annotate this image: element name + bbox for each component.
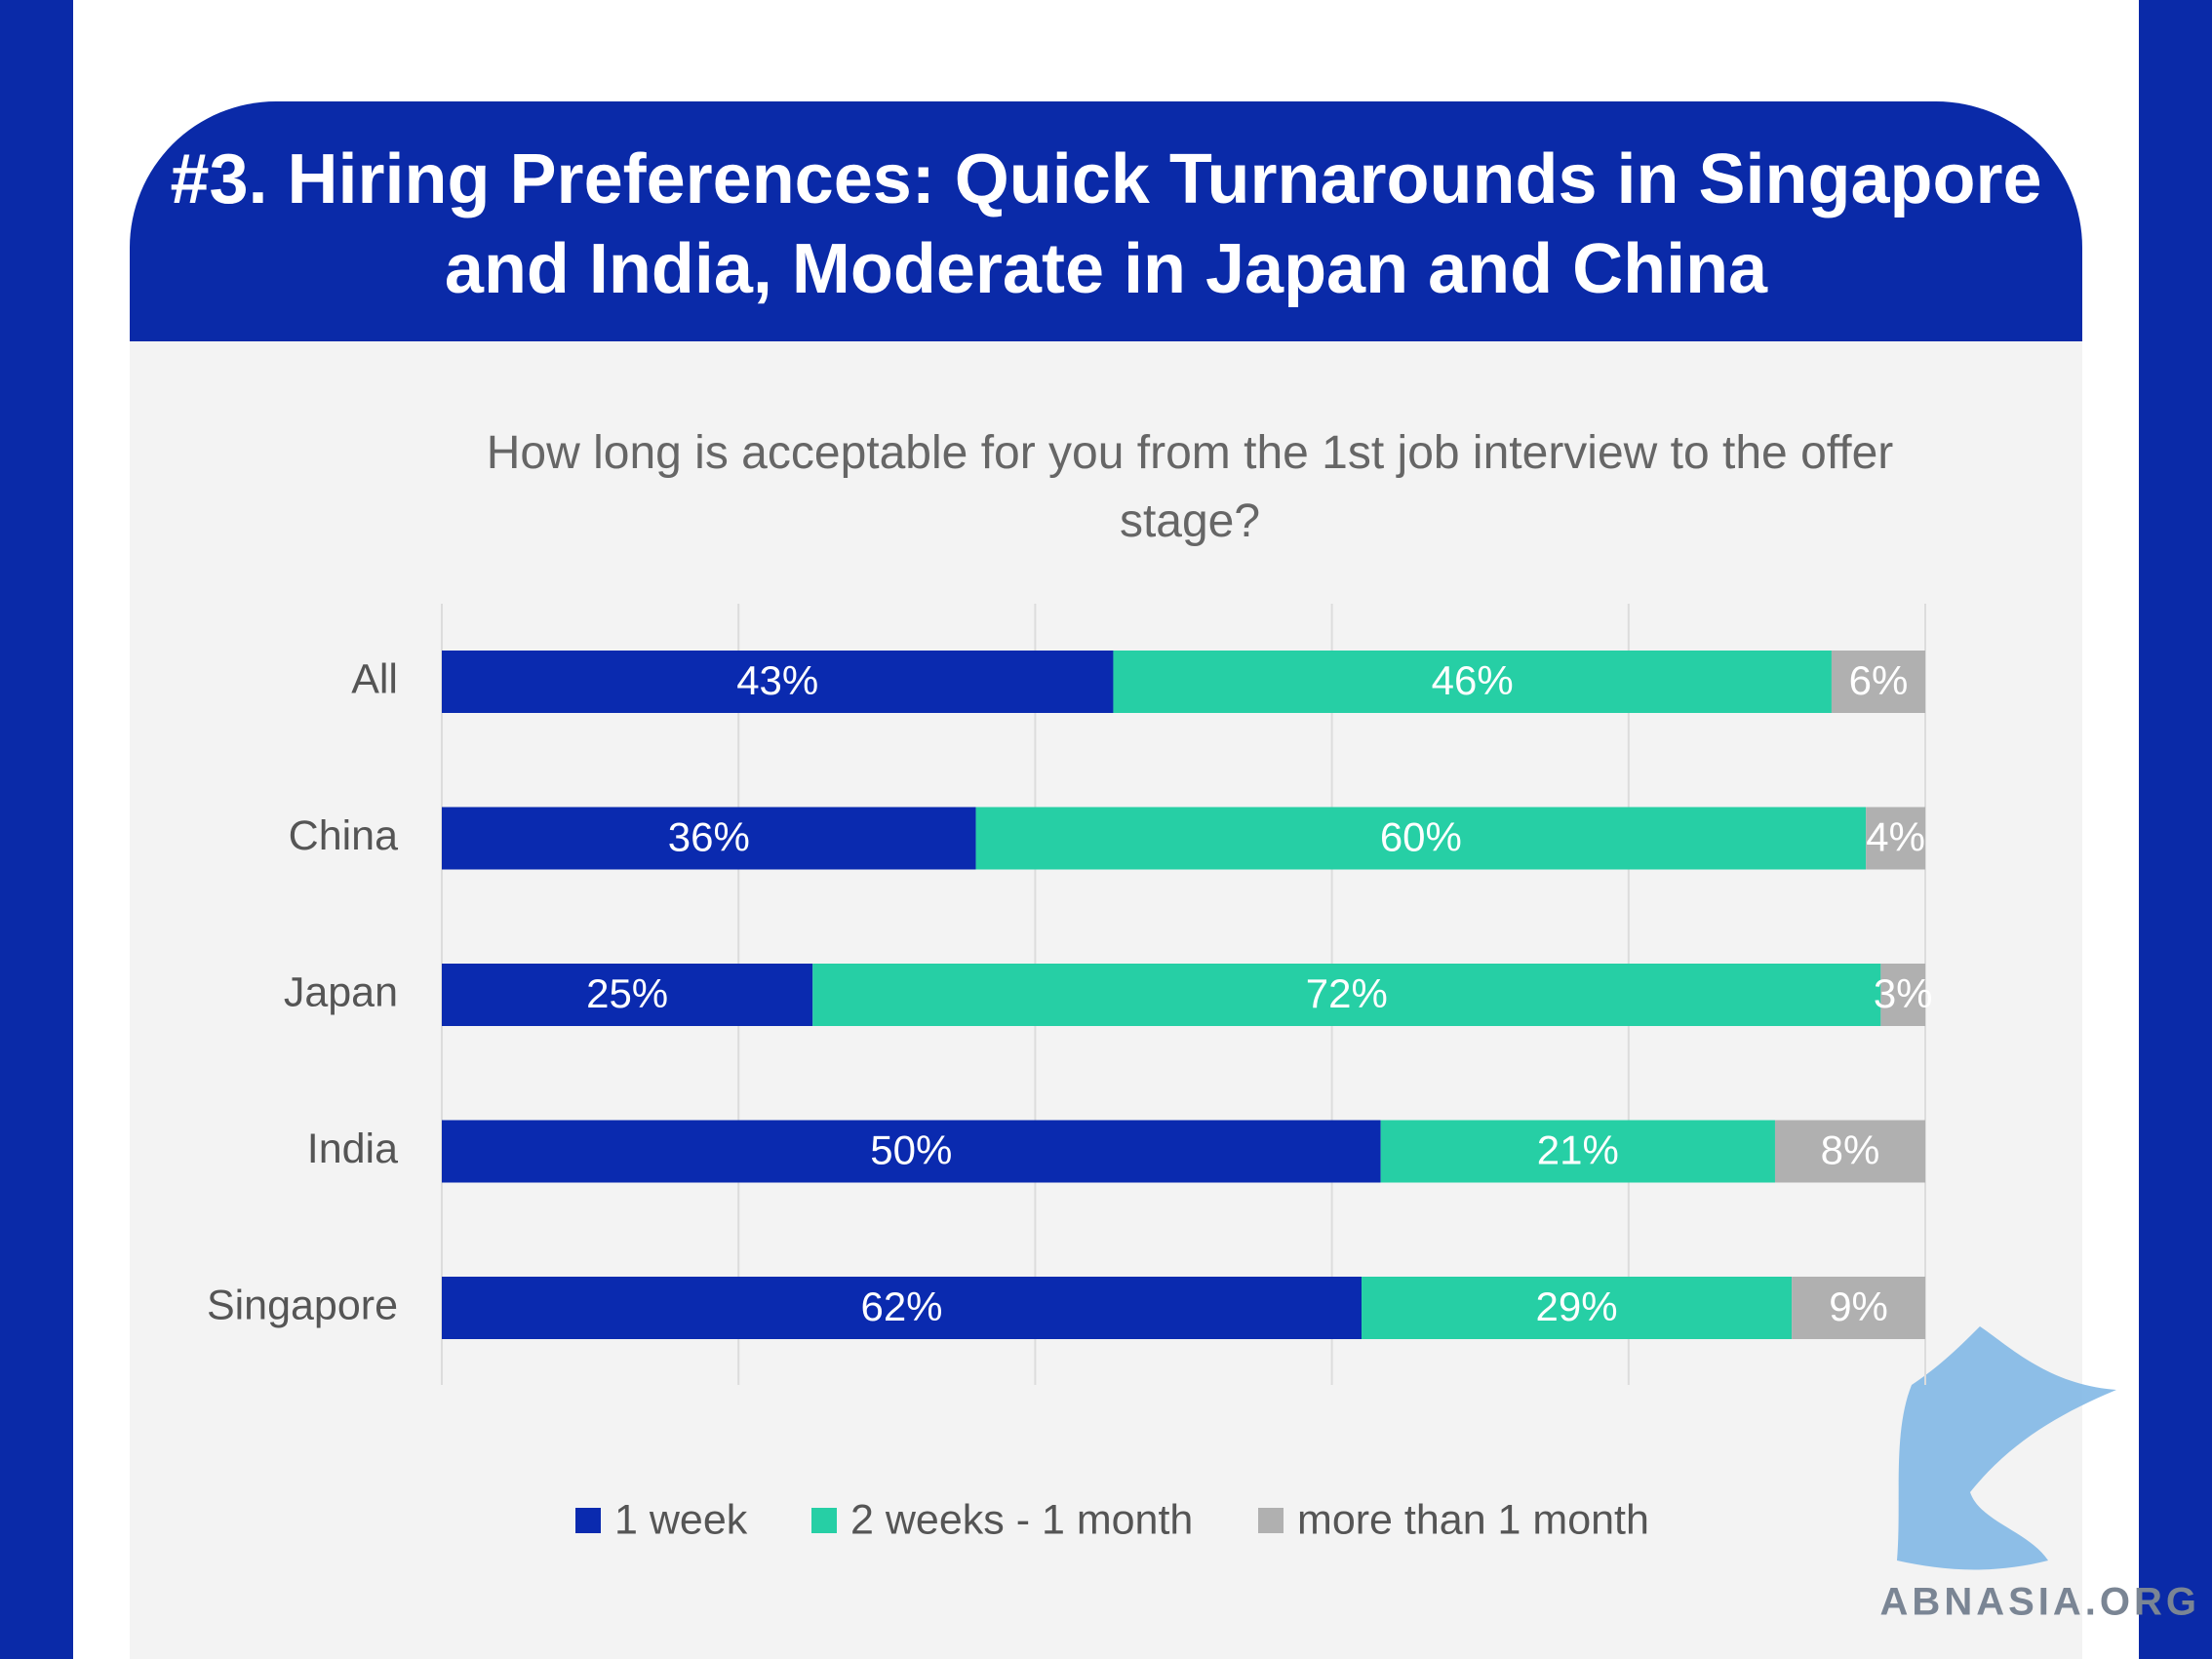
value-label: 25% [586, 970, 668, 1016]
value-label: 9% [1829, 1284, 1888, 1329]
value-label: 60% [1380, 814, 1462, 860]
bar-segment [812, 964, 1881, 1026]
logo [1897, 1326, 2116, 1570]
chart-subtitle: How long is acceptable for you from the … [486, 427, 1894, 547]
bar-segment [1362, 1277, 1793, 1339]
bar-segment [1792, 1277, 1925, 1339]
category-label: Singapore [207, 1282, 398, 1328]
value-label: 50% [870, 1127, 952, 1173]
legend-swatch [811, 1508, 837, 1533]
value-label: 62% [860, 1284, 942, 1329]
bar-segment [1774, 1120, 1925, 1183]
value-label: 36% [668, 814, 750, 860]
category-label: India [307, 1126, 398, 1172]
bar-segment [1113, 651, 1832, 713]
category-label: Japan [284, 968, 398, 1015]
value-label: 46% [1432, 657, 1514, 703]
watermark: ABNASIA.ORG [1880, 1581, 2200, 1624]
page-title: #3. Hiring Preferences: Quick Turnaround… [170, 140, 2042, 308]
bar-segment [442, 1120, 1381, 1183]
value-label: 21% [1537, 1127, 1619, 1173]
bar-segment [1880, 964, 1925, 1026]
bar-segment [442, 1277, 1363, 1339]
bar-segment [1380, 1120, 1775, 1183]
legend-swatch [575, 1508, 601, 1533]
value-label: 29% [1536, 1284, 1618, 1329]
legend-label: more than 1 month [1297, 1496, 1649, 1543]
value-label: 3% [1874, 970, 1933, 1016]
header-panel [130, 101, 2082, 341]
category-label: China [289, 812, 398, 859]
value-label: 43% [736, 657, 818, 703]
legend-swatch [1258, 1508, 1284, 1533]
category-label: All [351, 655, 398, 702]
value-label: 4% [1866, 814, 1925, 860]
value-label: 72% [1306, 970, 1388, 1016]
legend-label: 1 week [614, 1496, 748, 1543]
bar-segment [442, 807, 976, 870]
legend-label: 2 weeks - 1 month [850, 1496, 1193, 1543]
side-band [0, 0, 73, 1659]
bar-segment [1831, 651, 1925, 713]
value-label: 8% [1821, 1127, 1880, 1173]
bar-segment [442, 964, 813, 1026]
logo-shape [1897, 1326, 2116, 1570]
side-band [2139, 0, 2212, 1659]
bar-segment [442, 651, 1114, 713]
bar-segment [1866, 807, 1925, 870]
value-label: 6% [1849, 657, 1909, 703]
bar-segment [975, 807, 1867, 870]
